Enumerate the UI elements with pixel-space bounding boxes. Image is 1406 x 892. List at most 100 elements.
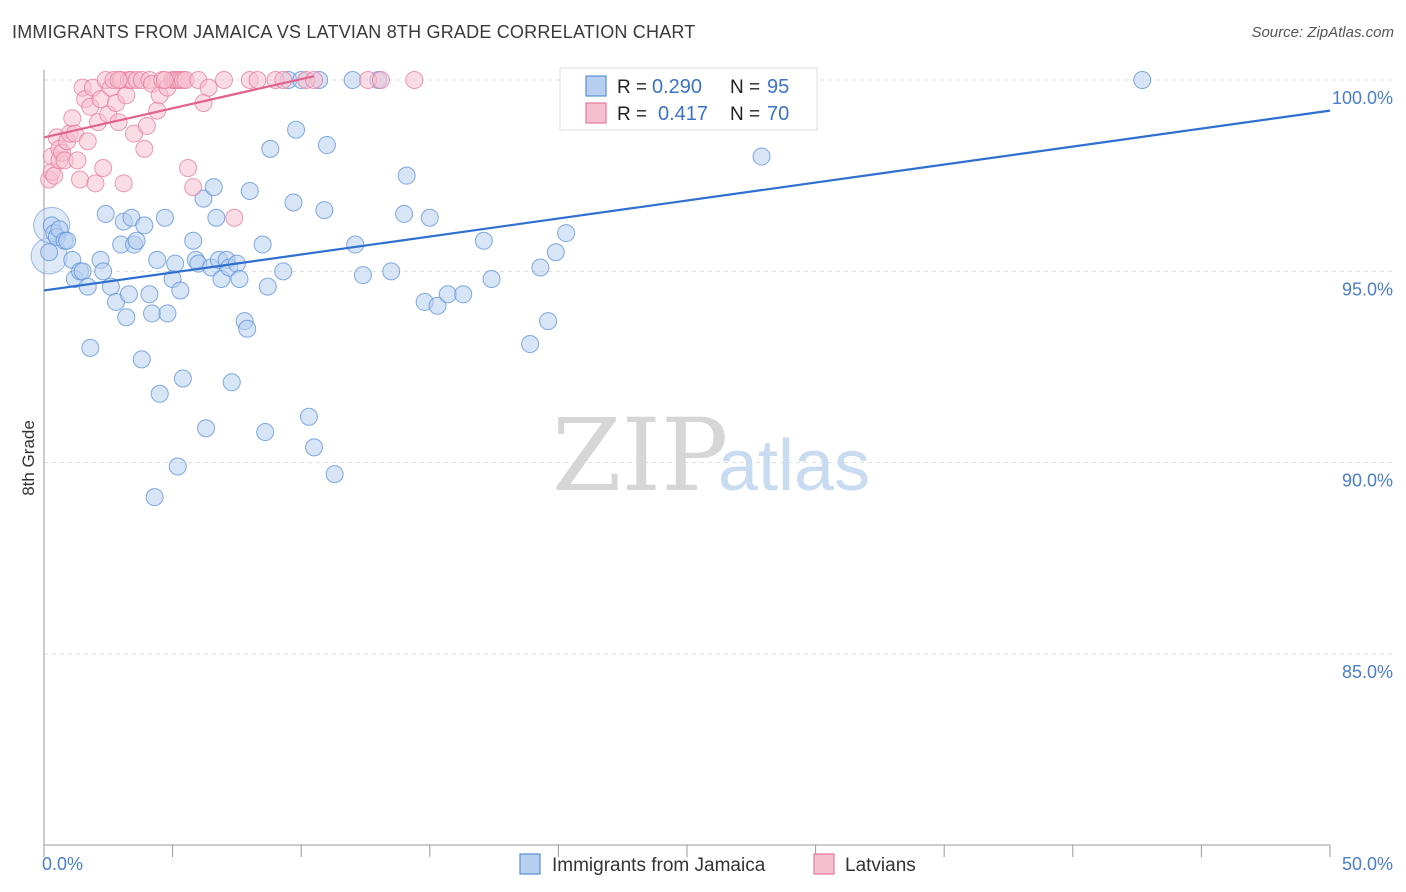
- legend-label-latvians: Latvians: [845, 855, 916, 876]
- stats-n-label-latvians: N =: [730, 104, 760, 125]
- stats-n-value-latvians: 70: [767, 103, 789, 125]
- series-legend: Immigrants from Jamaica Latvians: [519, 853, 916, 876]
- stats-n-value-jamaica: 95: [767, 76, 789, 98]
- data-point: [261, 139, 280, 158]
- data-point: [420, 208, 439, 227]
- chart-title: IMMIGRANTS FROM JAMAICA VS LATVIAN 8TH G…: [12, 22, 696, 42]
- data-point: [168, 457, 187, 476]
- data-point: [274, 71, 293, 89]
- data-point: [521, 335, 540, 354]
- legend-swatch-jamaica: [519, 853, 541, 875]
- data-point: [482, 269, 501, 288]
- data-point: [68, 151, 87, 170]
- data-point: [63, 109, 82, 128]
- data-point: [557, 224, 576, 243]
- data-point: [173, 369, 192, 388]
- data-point: [346, 235, 365, 254]
- trend-line-jamaica: [43, 109, 1331, 292]
- stats-r-value-jamaica: 0.290: [652, 76, 702, 98]
- data-point: [81, 338, 100, 357]
- data-point: [155, 208, 174, 227]
- data-point: [135, 216, 154, 235]
- data-point: [315, 201, 334, 220]
- data-point: [325, 465, 344, 484]
- data-point: [225, 208, 244, 227]
- data-point: [117, 86, 136, 105]
- data-point: [382, 262, 401, 281]
- legend-swatch-latvians: [813, 853, 835, 875]
- data-point: [474, 231, 493, 250]
- data-point: [143, 304, 162, 323]
- x-tick-label: 50.0%: [1342, 854, 1393, 874]
- stats-r-label-jamaica: R =: [617, 77, 647, 98]
- data-point: [199, 78, 218, 97]
- data-point: [284, 193, 303, 212]
- data-point: [207, 208, 226, 227]
- data-point: [428, 296, 447, 315]
- data-point: [253, 235, 272, 254]
- data-point: [109, 71, 128, 89]
- data-point: [238, 319, 257, 338]
- data-point: [86, 174, 105, 193]
- data-point: [114, 174, 133, 193]
- data-point: [78, 132, 97, 151]
- data-point: [58, 231, 77, 250]
- data-point: [45, 166, 64, 185]
- data-point: [371, 71, 390, 89]
- data-point: [204, 178, 223, 197]
- data-point: [71, 170, 90, 189]
- data-point: [395, 204, 414, 223]
- data-point: [117, 308, 136, 327]
- gridlines: [44, 79, 1395, 655]
- data-point: [73, 262, 92, 281]
- stats-r-value-latvians: 0.417: [658, 103, 708, 125]
- y-tick-labels: 100.0% 95.0% 90.0% 85.0%: [1332, 88, 1393, 682]
- y-tick-label: 95.0%: [1342, 279, 1393, 299]
- data-point: [184, 231, 203, 250]
- watermark-atlas: atlas: [718, 426, 870, 506]
- data-point: [215, 71, 234, 89]
- x-tick-labels: 0.0% 50.0%: [42, 854, 1393, 874]
- data-point: [397, 166, 416, 185]
- data-point: [299, 407, 318, 426]
- data-point: [305, 71, 324, 89]
- y-tick-label: 100.0%: [1332, 88, 1393, 108]
- series-jamaica-points: [30, 71, 1152, 507]
- data-point: [240, 181, 259, 200]
- x-tick-label: 0.0%: [42, 854, 83, 874]
- data-point: [127, 231, 146, 250]
- x-ticks: [43, 845, 1331, 857]
- data-point: [148, 250, 167, 269]
- data-point: [454, 285, 473, 304]
- y-axis-label: 8th Grade: [19, 420, 38, 496]
- data-point: [317, 136, 336, 155]
- data-point: [405, 71, 424, 89]
- data-point: [305, 438, 324, 457]
- data-point: [752, 147, 771, 166]
- data-point: [96, 204, 115, 223]
- data-point: [343, 71, 362, 89]
- data-point: [140, 285, 159, 304]
- data-point: [248, 71, 267, 89]
- trend-lines: [43, 75, 1331, 292]
- data-point: [166, 254, 185, 273]
- data-point: [230, 269, 249, 288]
- data-point: [171, 281, 190, 300]
- data-point: [287, 120, 306, 139]
- stats-legend-swatch-jamaica: [585, 75, 607, 97]
- data-point: [274, 262, 293, 281]
- legend-label-jamaica: Immigrants from Jamaica: [552, 855, 766, 876]
- data-point: [135, 139, 154, 158]
- data-point: [353, 266, 372, 285]
- stats-legend: R = 0.290 N = 95 R = 0.417 N = 70: [559, 67, 818, 131]
- data-point: [546, 243, 565, 262]
- data-point: [78, 277, 97, 296]
- data-point: [197, 419, 216, 438]
- data-point: [137, 116, 156, 135]
- data-point: [94, 262, 113, 281]
- data-point: [184, 178, 203, 197]
- trend-line-latvians: [43, 75, 315, 139]
- data-point: [132, 350, 151, 369]
- watermark: ZIP atlas: [552, 397, 870, 514]
